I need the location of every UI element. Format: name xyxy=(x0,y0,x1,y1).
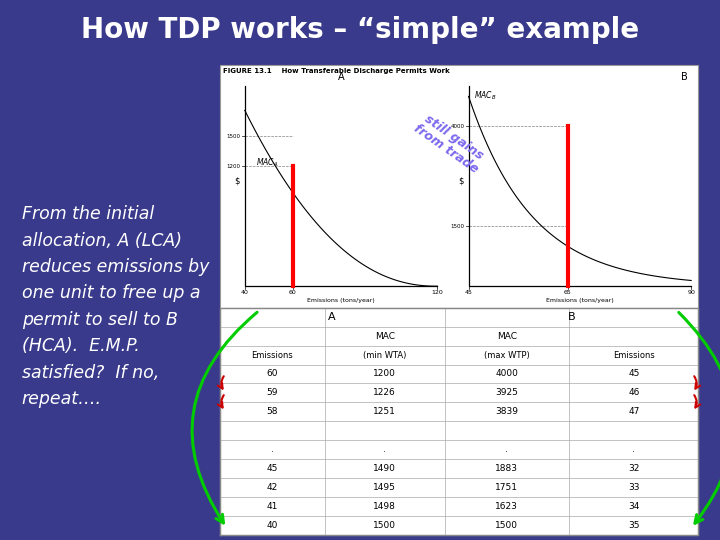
Text: 65: 65 xyxy=(564,290,572,295)
Text: 45: 45 xyxy=(464,290,472,295)
Text: 4000: 4000 xyxy=(450,124,464,129)
Text: still gains
from trade: still gains from trade xyxy=(411,110,489,176)
Text: (max WTP): (max WTP) xyxy=(484,350,530,360)
Text: 47: 47 xyxy=(628,407,639,416)
Bar xyxy=(220,308,698,535)
Text: B: B xyxy=(567,312,575,322)
Text: 1623: 1623 xyxy=(495,502,518,511)
Text: 1226: 1226 xyxy=(374,388,396,397)
Text: 3839: 3839 xyxy=(495,407,518,416)
Text: (min WTA): (min WTA) xyxy=(363,350,407,360)
Text: MAC: MAC xyxy=(375,332,395,341)
Text: 1500: 1500 xyxy=(227,134,240,139)
Text: $: $ xyxy=(235,177,240,185)
Text: 58: 58 xyxy=(266,407,278,416)
Text: Emissions (tons/year): Emissions (tons/year) xyxy=(307,298,375,303)
Text: 1500: 1500 xyxy=(450,224,464,229)
Text: 40: 40 xyxy=(241,290,248,295)
Text: 60: 60 xyxy=(266,369,278,379)
Text: $: $ xyxy=(458,177,464,185)
Text: 1883: 1883 xyxy=(495,464,518,473)
Text: 59: 59 xyxy=(266,388,278,397)
Text: How TDP works – “simple” example: How TDP works – “simple” example xyxy=(81,16,639,44)
Text: MAC$_A$: MAC$_A$ xyxy=(256,156,278,168)
Text: B: B xyxy=(680,72,688,82)
Text: 41: 41 xyxy=(266,502,278,511)
Bar xyxy=(220,65,698,308)
Text: 90: 90 xyxy=(688,290,695,295)
Text: 42: 42 xyxy=(266,483,278,492)
Text: 34: 34 xyxy=(628,502,639,511)
Text: 1495: 1495 xyxy=(374,483,396,492)
Text: Emissions: Emissions xyxy=(251,350,293,360)
Text: MAC$_B$: MAC$_B$ xyxy=(474,89,497,102)
Text: 45: 45 xyxy=(266,464,278,473)
Text: Emissions (tons/year): Emissions (tons/year) xyxy=(546,298,613,303)
Text: 32: 32 xyxy=(628,464,639,473)
Text: 1500: 1500 xyxy=(373,521,396,530)
Text: 1500: 1500 xyxy=(495,521,518,530)
Text: MAC: MAC xyxy=(497,332,517,341)
Text: 46: 46 xyxy=(628,388,639,397)
Text: .: . xyxy=(271,445,274,454)
Text: 35: 35 xyxy=(628,521,639,530)
Text: .: . xyxy=(632,445,635,454)
Text: 1251: 1251 xyxy=(374,407,396,416)
Text: 60: 60 xyxy=(289,290,297,295)
Text: 120: 120 xyxy=(431,290,444,295)
Text: A: A xyxy=(338,72,344,82)
Text: 1490: 1490 xyxy=(374,464,396,473)
Text: 40: 40 xyxy=(266,521,278,530)
Text: 1200: 1200 xyxy=(374,369,396,379)
Text: 1498: 1498 xyxy=(374,502,396,511)
Text: 1200: 1200 xyxy=(227,164,240,169)
Text: .: . xyxy=(505,445,508,454)
Text: 33: 33 xyxy=(628,483,639,492)
Text: Emissions: Emissions xyxy=(613,350,654,360)
Text: .: . xyxy=(383,445,386,454)
Text: From the initial
allocation, A (LCA)
reduces emissions by
one unit to free up a
: From the initial allocation, A (LCA) red… xyxy=(22,205,209,408)
Text: 45: 45 xyxy=(628,369,639,379)
Text: FIGURE 13.1    How Transferable Discharge Permits Work: FIGURE 13.1 How Transferable Discharge P… xyxy=(223,68,450,73)
Text: 3925: 3925 xyxy=(495,388,518,397)
Text: 1751: 1751 xyxy=(495,483,518,492)
Text: A: A xyxy=(328,312,336,322)
Text: 4000: 4000 xyxy=(495,369,518,379)
